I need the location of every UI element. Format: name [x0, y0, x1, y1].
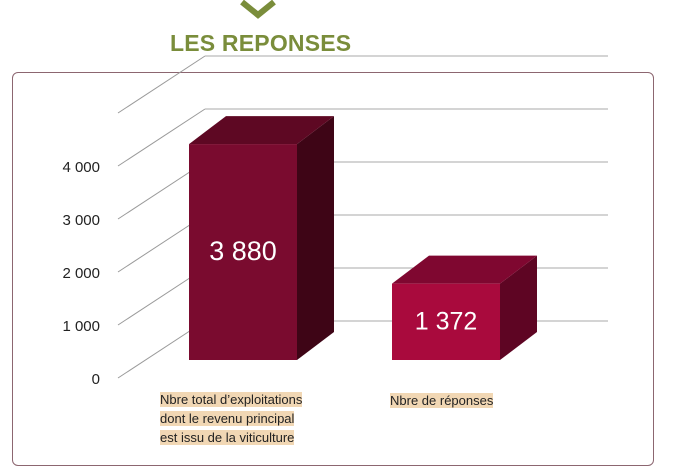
- y-tick-label: 2 000: [62, 265, 100, 282]
- y-tick-label: 3 000: [62, 212, 100, 229]
- category-label-line: est issu de la viticulture: [160, 430, 295, 445]
- category-label-line: Nbre total d’exploitations: [160, 392, 303, 407]
- y-tick-label: 4 000: [62, 159, 100, 176]
- bar-side: [500, 255, 537, 360]
- bar-front: [189, 144, 297, 360]
- gridline-side: [117, 55, 206, 114]
- value-labels: 3 880 1 372: [209, 236, 477, 335]
- category-label-line: dont le revenu principal: [160, 411, 295, 426]
- category-label-line: Nbre de réponses: [390, 393, 494, 408]
- y-tick-label: 1 000: [62, 318, 100, 335]
- bar-value-label: 1 372: [415, 307, 478, 335]
- chevron-down-icon: [240, 0, 276, 19]
- bar-top: [392, 255, 537, 284]
- y-tick-label: 0: [92, 371, 100, 388]
- gridline-side: [117, 108, 206, 167]
- page-title: LES REPONSES: [170, 30, 352, 56]
- y-axis-ticks: 0 1 000 2 000 3 000 4 000: [62, 159, 100, 388]
- bar: [392, 255, 537, 360]
- bar: [189, 116, 334, 360]
- bars: [189, 116, 537, 360]
- bar-front: [392, 283, 500, 360]
- bar-value-label: 3 880: [209, 236, 277, 266]
- category-label-responses: Nbre de réponses: [390, 391, 494, 410]
- bar-side: [297, 116, 334, 360]
- category-label-total: Nbre total d’exploitations dont le reven…: [160, 390, 303, 447]
- bar-top: [189, 116, 334, 145]
